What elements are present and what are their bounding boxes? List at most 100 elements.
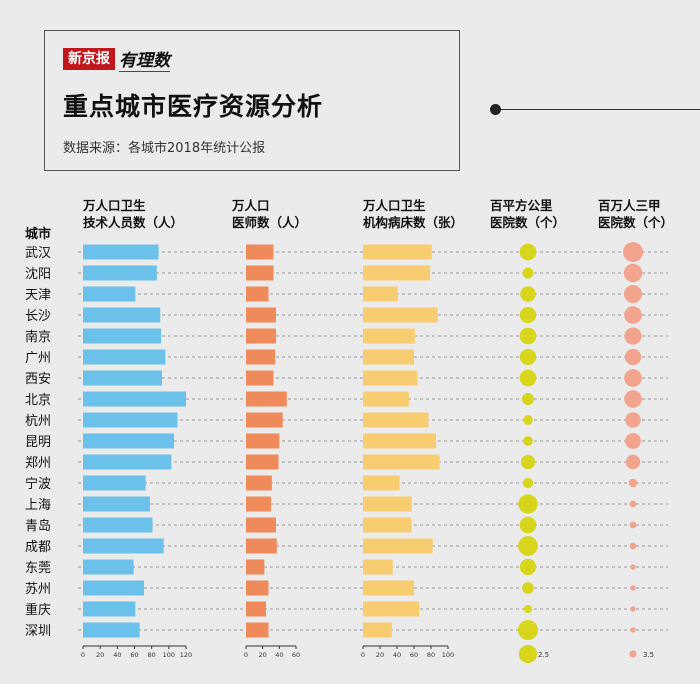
logo-main-text: 新京报 xyxy=(63,48,115,70)
dot-s5-上海 xyxy=(629,500,637,508)
bar-s2-青岛 xyxy=(246,517,276,533)
dot-s4-广州 xyxy=(519,348,537,366)
bar-s3-重庆 xyxy=(363,601,420,617)
dot-s5-杭州 xyxy=(625,412,641,428)
dot-s5-深圳 xyxy=(630,627,636,633)
column-header-2-line-1: 万人口 xyxy=(231,198,270,213)
legend-dot-s5 xyxy=(629,650,637,658)
city-label: 天津 xyxy=(25,288,51,303)
column-header-1-line-1: 万人口卫生 xyxy=(82,198,146,213)
city-label: 南京 xyxy=(25,329,51,345)
city-label: 深圳 xyxy=(25,624,51,639)
bar-s3-南京 xyxy=(363,328,415,344)
bar-s3-长沙 xyxy=(363,307,438,323)
bar-s1-重庆 xyxy=(83,601,136,617)
x-tick-label-s2: 40 xyxy=(275,651,283,659)
dot-s5-天津 xyxy=(623,284,643,304)
column-header-3-line-2: 机构病床数（张） xyxy=(363,215,463,230)
column-header-2-line-2: 医师数（人） xyxy=(232,215,307,230)
column-header-1-line-2: 技术人员数（人） xyxy=(83,215,183,230)
x-tick-label-s3: 60 xyxy=(410,651,418,659)
bar-s2-苏州 xyxy=(246,580,269,596)
bar-s1-西安 xyxy=(83,370,162,386)
dot-s5-广州 xyxy=(624,348,642,366)
brand-logo: 新京报 有理数 xyxy=(63,47,170,72)
bar-s1-昆明 xyxy=(83,433,174,449)
dot-s4-青岛 xyxy=(519,516,537,534)
dot-s5-西安 xyxy=(624,369,642,387)
dot-s4-武汉 xyxy=(519,243,537,261)
bar-s2-杭州 xyxy=(246,412,283,428)
bar-s3-北京 xyxy=(363,391,409,407)
bar-s2-深圳 xyxy=(246,622,269,638)
page-title: 重点城市医疗资源分析 xyxy=(63,92,324,121)
dot-s4-长沙 xyxy=(519,306,537,324)
x-tick-label-s1: 120 xyxy=(180,651,192,659)
dot-s4-苏州 xyxy=(522,582,534,594)
dot-s5-北京 xyxy=(624,390,642,408)
x-tick-label-s1: 40 xyxy=(113,651,121,659)
bar-s2-沈阳 xyxy=(246,265,274,281)
x-tick-label-s2: 0 xyxy=(244,651,248,659)
bar-s3-广州 xyxy=(363,349,414,365)
dot-s4-宁波 xyxy=(522,477,534,489)
city-label: 武汉 xyxy=(25,246,51,261)
bar-s2-东莞 xyxy=(246,559,265,575)
x-tick-label-s3: 40 xyxy=(393,651,401,659)
city-label: 北京 xyxy=(25,393,51,408)
dot-s4-杭州 xyxy=(523,415,533,425)
dot-s5-宁波 xyxy=(628,478,638,488)
dot-s4-西安 xyxy=(519,369,537,387)
dot-s5-昆明 xyxy=(625,433,641,449)
dot-s4-南京 xyxy=(519,327,537,345)
bar-s2-上海 xyxy=(246,496,271,512)
bar-s3-深圳 xyxy=(363,622,392,638)
city-label: 重庆 xyxy=(25,602,51,618)
dot-s5-沈阳 xyxy=(623,263,643,283)
bar-s1-南京 xyxy=(83,328,162,344)
bar-s1-东莞 xyxy=(83,559,134,575)
bar-s3-天津 xyxy=(363,286,398,302)
dot-s4-北京 xyxy=(521,392,535,406)
bar-s1-广州 xyxy=(83,349,166,365)
city-label: 杭州 xyxy=(25,414,51,429)
bar-s2-武汉 xyxy=(246,244,274,260)
bar-s2-重庆 xyxy=(246,601,266,617)
city-label: 成都 xyxy=(25,540,51,555)
x-tick-label-s3: 100 xyxy=(442,651,454,659)
x-tick-label-s1: 60 xyxy=(130,651,138,659)
bar-s1-北京 xyxy=(83,391,186,407)
bar-s3-宁波 xyxy=(363,475,400,491)
legend-value-s5: 3.5 xyxy=(643,651,654,659)
bar-s1-成都 xyxy=(83,538,164,554)
city-label: 青岛 xyxy=(25,518,51,534)
bar-s1-沈阳 xyxy=(83,265,157,281)
x-tick-label-s3: 0 xyxy=(361,651,365,659)
bar-s3-武汉 xyxy=(363,244,432,260)
dot-s5-重庆 xyxy=(630,606,636,612)
dot-s5-苏州 xyxy=(630,585,636,591)
bar-s2-郑州 xyxy=(246,454,279,470)
dot-s5-东莞 xyxy=(630,564,636,570)
city-label: 东莞 xyxy=(25,561,51,576)
bar-s2-西安 xyxy=(246,370,274,386)
bar-s1-郑州 xyxy=(83,454,172,470)
bar-s2-昆明 xyxy=(246,433,280,449)
city-label: 苏州 xyxy=(25,581,51,597)
header-box: 新京报 有理数 重点城市医疗资源分析 数据来源：各城市2018年统计公报 xyxy=(44,30,460,171)
dot-s5-郑州 xyxy=(625,454,641,470)
bar-s3-东莞 xyxy=(363,559,393,575)
legend-value-s4: 2.5 xyxy=(538,651,549,659)
column-header-3-line-1: 万人口卫生 xyxy=(362,198,426,213)
x-tick-label-s1: 0 xyxy=(81,651,85,659)
bar-s1-青岛 xyxy=(83,517,153,533)
bar-s2-宁波 xyxy=(246,475,272,491)
bar-s3-西安 xyxy=(363,370,418,386)
city-label: 宁波 xyxy=(25,476,51,492)
legend-dot-s4 xyxy=(518,644,538,664)
city-label: 上海 xyxy=(25,498,51,513)
bar-s3-青岛 xyxy=(363,517,412,533)
dot-s5-成都 xyxy=(629,542,637,550)
dot-s4-郑州 xyxy=(520,454,536,470)
